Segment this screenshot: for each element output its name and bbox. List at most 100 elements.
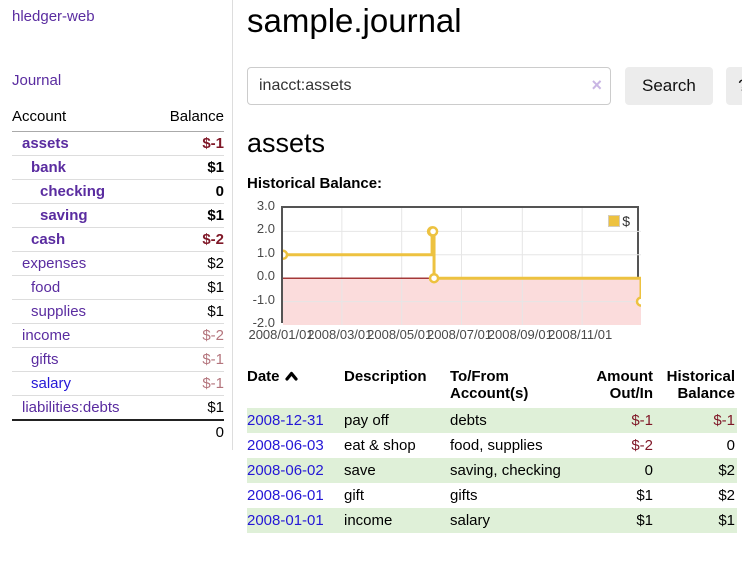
x-axis-tick-label: 2008/01/01 [248,326,314,342]
register-header-description: Description [344,367,427,385]
account-balance: $1 [152,155,224,180]
transaction-amount: $1 [636,486,653,504]
plot-canvas [283,207,641,325]
y-axis-tick-label: 1.0 [256,244,275,260]
search-input-wrap: × [247,66,611,105]
plot-area: $ [281,205,641,325]
x-axis-tick-label: 2008/11/01 [548,326,613,342]
transaction-amount: $-1 [631,411,653,429]
account-link-checking[interactable]: checking [40,183,106,200]
transaction-date-link[interactable]: 2008-06-03 [247,436,324,454]
y-axis-tick-label: -2.0 [252,314,275,330]
transaction-description: income [344,511,393,529]
transaction-description: pay off [344,411,389,429]
transaction-accounts: gifts [450,486,478,504]
account-balance: $-2 [152,323,224,348]
x-axis-tick-label: 2008/07/01 [426,326,493,342]
account-link-food[interactable]: food [31,279,61,296]
account-balance: $-1 [152,347,224,372]
main-content: sample.journal × Search ? assets Histori… [233,0,742,543]
account-row: liabilities:debts $1 [12,395,224,420]
transaction-balance: $2 [718,486,735,504]
chart-legend: $ [608,213,630,229]
account-link-cash[interactable]: cash [31,231,66,248]
legend-series-label: $ [622,212,630,229]
transaction-balance: $1 [718,511,735,529]
account-balance: $1 [152,299,224,324]
y-axis-tick-label: 3.0 [256,197,275,213]
search-input[interactable] [247,66,611,105]
transaction-description: gift [344,486,365,504]
account-balance: 0 [152,179,224,204]
accounts-total: 0 [152,419,224,444]
account-heading: assets [247,127,326,158]
account-row: income $-2 [12,323,224,348]
transaction-accounts: saving, checking [450,461,561,479]
account-row: supplies $1 [12,299,224,324]
transaction-row[interactable]: 2008-12-31 pay off debts $-1 $-1 [247,407,737,433]
transaction-row[interactable]: 2008-01-01 income salary $1 $1 [247,507,737,533]
account-balance: $1 [152,395,224,420]
sort-ascending-icon [284,371,298,381]
account-balance: $-1 [202,135,224,152]
register-header-amount: Amount Out/In [596,367,653,402]
transaction-balance: $-1 [713,411,735,429]
account-link-liabilities-debts[interactable]: liabilities:debts [22,399,120,416]
account-link-bank[interactable]: bank [31,159,67,176]
account-row: bank $1 [12,155,224,180]
account-row: saving $1 [12,203,224,228]
legend-color-swatch [608,214,621,227]
accounts-header-account: Account [12,106,153,132]
transaction-row[interactable]: 2008-06-02 save saving, checking 0 $2 [247,457,737,483]
transaction-description: eat & shop [344,436,416,454]
transaction-date-link[interactable]: 2008-06-01 [247,486,324,504]
transaction-date-link[interactable]: 2008-01-01 [247,511,324,529]
account-link-supplies[interactable]: supplies [31,303,87,320]
accounts-header-balance: Balance [152,106,224,132]
account-balance: $1 [152,275,224,300]
page: hledger-web Journal Account Balance asse… [0,0,742,543]
account-link-gifts[interactable]: gifts [31,351,59,368]
transaction-amount: 0 [644,461,653,479]
account-row: expenses $2 [12,251,224,276]
page-title: sample.journal [247,2,462,39]
account-balance: $-2 [152,227,224,252]
register-header-date[interactable]: Date [247,366,344,408]
transaction-accounts: salary [450,511,491,529]
sidebar: hledger-web Journal Account Balance asse… [0,0,233,450]
account-row: gifts $-1 [12,347,224,372]
clear-search-icon[interactable]: × [591,74,602,95]
account-link-salary[interactable]: salary [31,375,72,392]
x-axis-tick-label: 2008/09/01 [487,326,553,342]
register-header-balance: Historical Balance [666,367,735,402]
account-link-expenses[interactable]: expenses [22,255,87,272]
help-button[interactable]: ? [725,66,742,105]
nav-journal-link[interactable]: Journal [12,72,62,89]
transaction-row[interactable]: 2008-06-01 gift gifts $1 $2 [247,483,737,508]
transaction-balance: $2 [718,461,735,479]
x-axis-tick-label: 2008/05/01 [367,326,433,342]
x-axis-tick-label: 2008/03/01 [307,326,373,342]
account-link-income[interactable]: income [22,327,71,344]
y-axis-tick-label: 0.0 [256,268,275,284]
transaction-date-link[interactable]: 2008-12-31 [247,411,324,429]
y-axis-tick-label: -1.0 [252,291,275,307]
chart-title: Historical Balance: [247,174,383,192]
account-row: assets $-1 [12,132,224,156]
app-brand-link[interactable]: hledger-web [12,8,95,25]
transaction-row[interactable]: 2008-06-03 eat & shop food, supplies $-2 0 [247,433,737,458]
account-balance: $2 [152,251,224,276]
search-button[interactable]: Search [625,66,713,105]
account-row: checking 0 [12,179,224,204]
transaction-date-link[interactable]: 2008-06-02 [247,461,324,479]
account-link-assets[interactable]: assets [22,135,69,152]
account-link-saving[interactable]: saving [40,207,88,224]
historical-balance-chart: 3.0 2.0 1.0 0.0 -1.0 -2.0 2008/01/01 2008/03/01… [247,197,651,347]
account-balance: $-1 [152,371,224,396]
account-row: cash $-2 [12,227,224,252]
transaction-description: save [344,461,376,479]
account-row: food $1 [12,275,224,300]
transaction-balance: 0 [726,436,735,454]
transaction-amount: $1 [636,511,653,529]
account-balance: $1 [152,203,224,228]
